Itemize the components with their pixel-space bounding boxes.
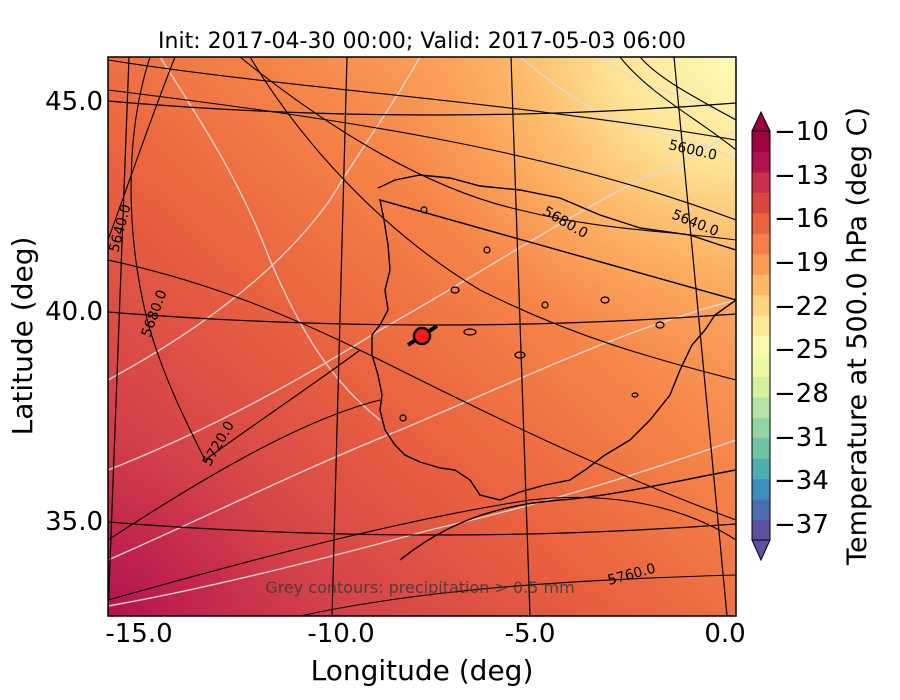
y-axis-ticks: 45.0 40.0 35.0: [45, 87, 103, 537]
colorbar-bin: [752, 253, 770, 275]
meridian-line: [510, 57, 531, 616]
location-marker: [406, 324, 439, 347]
lakes-reservoirs: [399, 206, 665, 422]
colorbar-bin: [752, 131, 770, 153]
graticule-lines: [108, 57, 736, 616]
parallel-line: [108, 521, 736, 536]
y-tick-label: 40.0: [45, 297, 103, 327]
colorbar-tick-label: −28: [774, 379, 829, 409]
x-tick-label: -10.0: [307, 619, 374, 649]
map-plot-area: 5600.0 5640.0 5680.0 5720.0 5760.0 5640.…: [108, 57, 736, 616]
colorbar-bin: [752, 478, 770, 500]
precipitation-note: Grey contours: precipitation > 0.5 mm: [265, 578, 574, 597]
location-marker-dot: [412, 326, 432, 346]
colorbar-bins: [752, 131, 770, 541]
colorbar-bin: [752, 233, 770, 255]
meridian-line: [673, 57, 728, 616]
y-tick-label: 45.0: [45, 87, 103, 117]
colorbar-bin: [752, 458, 770, 480]
africa-coastline: [399, 469, 736, 561]
colorbar-bin: [752, 355, 770, 377]
colorbar-extend-bottom: [751, 539, 771, 562]
colorbar-bin: [752, 376, 770, 398]
colorbar-bin: [752, 499, 770, 521]
colorbar: −10 −13 −16 −19 −22 −25 −28 −31 −34 −37 …: [751, 107, 873, 566]
colorbar-tick-label: −10: [774, 117, 829, 147]
colorbar-bin: [752, 417, 770, 439]
colorbar-tick-label: −19: [774, 248, 829, 278]
colorbar-tick-label: −34: [774, 466, 829, 496]
colorbar-tick-label: −31: [774, 423, 829, 453]
temperature-contours: [108, 57, 736, 607]
colorbar-bin: [752, 519, 770, 541]
x-tick-label: 0.0: [704, 619, 745, 649]
colorbar-extend-top: [751, 110, 771, 132]
parallel-line: [108, 311, 736, 326]
plot-frame: [107, 56, 737, 617]
colorbar-tick-label: −25: [774, 335, 829, 365]
height-contours: [108, 57, 736, 616]
colorbar-bin: [752, 274, 770, 296]
colorbar-bin: [752, 212, 770, 234]
meridian-line: [331, 57, 348, 616]
iberia-coastline: [371, 174, 736, 501]
colorbar-bin: [752, 151, 770, 173]
colorbar-tick-label: −13: [774, 161, 829, 191]
x-axis-label: Longitude (deg): [311, 654, 534, 687]
colorbar-ticks: −10 −13 −16 −19 −22 −25 −28 −31 −34 −37: [774, 117, 829, 540]
x-axis-ticks: -15.0 -10.0 -5.0 0.0: [105, 619, 745, 649]
parallel-line: [108, 100, 736, 116]
colorbar-bin: [752, 315, 770, 337]
colorbar-bin: [752, 437, 770, 459]
colorbar-bin: [752, 171, 770, 193]
x-tick-label: -5.0: [505, 619, 556, 649]
colorbar-tick-label: −22: [774, 292, 829, 322]
colorbar-label: Temperature at 500.0 hPa (deg C): [842, 107, 873, 566]
colorbar-frame: [751, 130, 771, 541]
colorbar-tick-label: −37: [774, 510, 829, 540]
figure-title: Init: 2017-04-30 00:00; Valid: 2017-05-0…: [158, 29, 686, 54]
colorbar-bin: [752, 396, 770, 418]
y-tick-label: 35.0: [45, 507, 103, 537]
colorbar-bin: [752, 192, 770, 214]
colorbar-tick-label: −16: [774, 204, 829, 234]
x-tick-label: -15.0: [105, 619, 172, 649]
colorbar-bin: [752, 294, 770, 316]
y-axis-label: Latitude (deg): [6, 237, 39, 436]
colorbar-bin: [752, 335, 770, 357]
